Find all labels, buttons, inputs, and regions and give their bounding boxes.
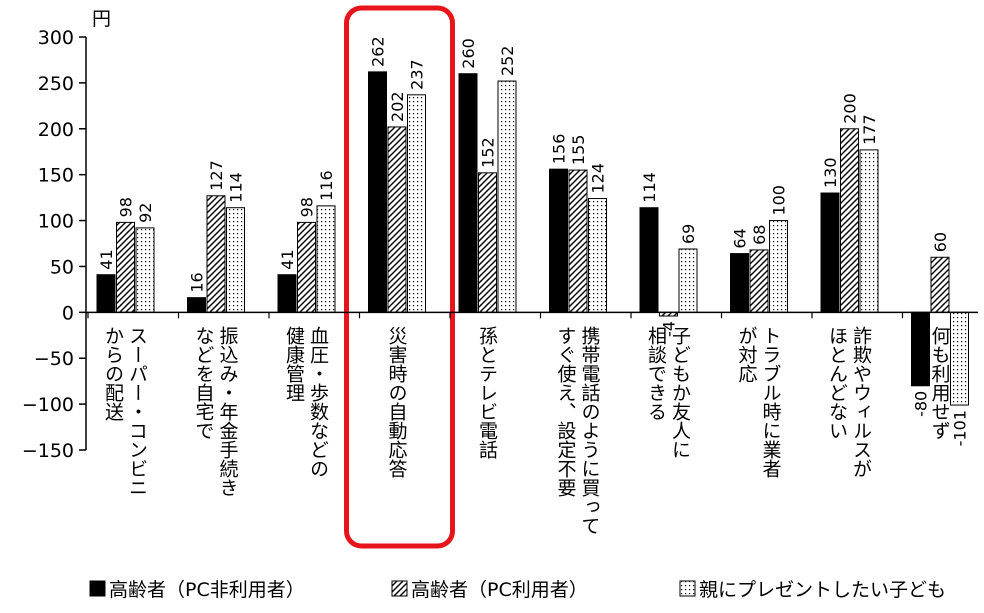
- y-tick-label: −50: [34, 348, 74, 370]
- bar: [730, 253, 749, 313]
- bar: [950, 311, 969, 406]
- bar: [549, 168, 568, 313]
- legend-swatch: [89, 580, 106, 597]
- data-label: 127: [207, 160, 226, 191]
- bar: [458, 73, 478, 313]
- data-label: 116: [317, 170, 336, 201]
- data-label: 114: [640, 172, 659, 203]
- y-tick-label: 200: [38, 119, 74, 141]
- legend-label: 高齢者（PC利用者）: [411, 579, 588, 601]
- bar: [568, 169, 588, 313]
- bar: [840, 128, 859, 313]
- bar: [911, 311, 930, 387]
- y-tick-label: 50: [50, 256, 74, 278]
- category-label: が対応: [736, 326, 758, 383]
- legend-swatch: [391, 580, 408, 597]
- data-label: 155: [569, 135, 588, 166]
- bar: [96, 274, 116, 313]
- bar: [820, 192, 840, 313]
- data-label: 260: [459, 38, 478, 69]
- y-tick-label: 300: [38, 27, 74, 49]
- data-label: 68: [750, 225, 769, 245]
- data-label: 130: [821, 157, 840, 188]
- bar: [930, 256, 950, 313]
- data-label: 98: [298, 197, 317, 217]
- category-label: 振込み・年金手続き: [217, 326, 239, 497]
- data-label: -4: [660, 321, 679, 337]
- bar: [226, 207, 245, 313]
- y-tick-label: 150: [38, 165, 74, 187]
- category-label: からの配送: [102, 326, 124, 421]
- category-label: 携帯電話のように買って: [579, 326, 601, 535]
- bar: [769, 220, 788, 313]
- y-tick-label: 100: [38, 211, 74, 233]
- data-label: 69: [679, 224, 698, 244]
- data-label: 237: [408, 59, 427, 90]
- category-label: 健康管理: [283, 326, 305, 402]
- data-label: 41: [97, 249, 116, 269]
- bar: [478, 172, 497, 313]
- y-tick-label: 0: [62, 302, 74, 324]
- data-label: 92: [136, 203, 155, 223]
- bar: [206, 195, 226, 313]
- category-label: 詐欺やウィルスが: [850, 326, 872, 478]
- category-label: トラブル時に業者: [760, 326, 782, 478]
- data-label: 202: [388, 91, 407, 122]
- category-label: スーパー・コンビニ: [126, 326, 148, 497]
- data-label: 100: [770, 185, 789, 216]
- bar: [187, 297, 206, 313]
- category-label: 子どもか友人に: [669, 326, 691, 459]
- bar: [277, 274, 297, 313]
- legend-label: 親にプレゼントしたい子ども: [699, 579, 946, 601]
- data-label: 41: [278, 249, 297, 269]
- data-label: 152: [479, 137, 498, 168]
- category-label: 何も利用せず: [929, 326, 951, 440]
- bar: [135, 227, 155, 313]
- data-label: 252: [498, 46, 517, 77]
- bar: [639, 207, 659, 313]
- legend-label: 高齢者（PC非利用者）: [109, 579, 305, 601]
- data-label: 16: [188, 272, 207, 292]
- highlight-box: [344, 5, 455, 549]
- y-tick-label: 250: [38, 73, 74, 95]
- bar: [116, 221, 135, 313]
- bar: [297, 221, 316, 313]
- legend-swatch: [679, 580, 696, 597]
- bar: [678, 248, 698, 313]
- bar: [407, 94, 426, 313]
- category-label: 血圧・歩数などの: [307, 326, 329, 478]
- data-label: -101: [951, 410, 970, 446]
- category-label: 災害時の自動応答: [386, 326, 408, 478]
- y-tick-label: −150: [22, 440, 74, 462]
- bar: [316, 205, 336, 313]
- data-label: -80: [912, 391, 931, 417]
- bar: [497, 80, 517, 313]
- data-label: 156: [550, 134, 569, 165]
- data-label: 64: [731, 228, 750, 248]
- data-label: 60: [931, 232, 950, 252]
- data-label: 200: [841, 93, 860, 124]
- y-unit-label: 円: [92, 8, 111, 30]
- category-label: すぐ使え、設定不要: [555, 326, 577, 498]
- bar: [387, 126, 407, 313]
- category-label: などを自宅で: [193, 326, 215, 440]
- bar: [749, 249, 769, 313]
- y-tick-label: −100: [22, 394, 74, 416]
- data-label: 262: [369, 36, 388, 67]
- data-label: 177: [860, 114, 879, 145]
- category-label: 孫とテレビ電話: [476, 326, 498, 459]
- data-label: 98: [117, 197, 136, 217]
- bar: [859, 149, 879, 313]
- bar: [368, 71, 387, 313]
- data-label: 114: [227, 172, 246, 203]
- category-label: 相談できる: [645, 326, 667, 421]
- bar: [588, 198, 607, 313]
- category-label: ほとんどない: [826, 326, 848, 440]
- data-label: 124: [589, 163, 608, 194]
